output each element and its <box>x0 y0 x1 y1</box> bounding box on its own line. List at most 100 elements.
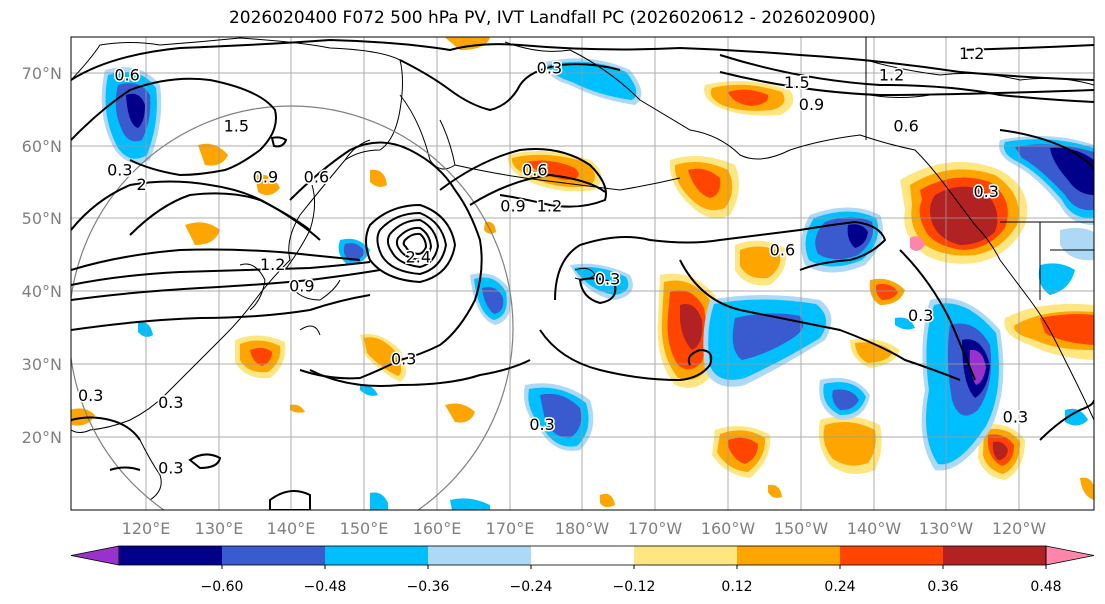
lat-label-30n: 30°N <box>22 355 62 374</box>
colorbar-tick-label: −0.60 <box>201 579 244 595</box>
contour-label: 0.3 <box>391 350 416 369</box>
pv-contour-trough-east <box>71 294 371 331</box>
colorbar-bin <box>222 546 325 565</box>
pv-contour-west-ridge <box>71 77 277 177</box>
contour-label: 0.9 <box>799 95 824 114</box>
pv-contour-cutoff-5 <box>402 232 428 256</box>
contour-label: 0.3 <box>158 459 183 478</box>
lat-label-20n: 20°N <box>22 428 62 447</box>
lon-label-120w: 120°W <box>992 519 1047 538</box>
colorbar-tick-label: 0.24 <box>824 579 855 595</box>
contour-label: 1.2 <box>959 44 984 63</box>
map-frame-border <box>70 36 1095 511</box>
pv-contour-cutoff-3 <box>386 218 440 269</box>
contour-label-layer: 0.6 0.31.5 1.20.90.61.21.50.9 0.6 0.60.9 1.20… <box>76 42 1029 479</box>
colorbar-bin <box>428 546 531 565</box>
lon-label-180w: 180°W <box>555 519 610 538</box>
colorbar-outline <box>118 545 1047 566</box>
canada-border <box>865 37 1094 300</box>
lat-label-70n: 70°N <box>22 64 62 83</box>
contour-label: 0.9 <box>289 277 314 296</box>
pv-contour-east-ridge <box>679 259 961 381</box>
pv-contour-arctic-2 <box>719 71 1094 97</box>
contour-label: 0.3 <box>973 182 998 201</box>
aleutian-chain <box>454 164 681 191</box>
asia-coast <box>71 37 403 433</box>
lon-label-160e: 160°E <box>413 519 462 538</box>
contour-label: 1.2 <box>537 197 562 216</box>
pv-contour-small-loop-1 <box>188 453 222 470</box>
lon-label-170e: 170°E <box>486 519 535 538</box>
colorbar-tick-label: −0.12 <box>613 579 656 595</box>
contour-label: 0.3 <box>1003 408 1028 427</box>
contour-label: 1.2 <box>260 255 285 274</box>
colorbar-tick-label: 0.48 <box>1030 579 1061 595</box>
philippines-coast <box>139 439 162 501</box>
pv-contour-ridge-mid <box>129 192 311 236</box>
colorbar-tick-label: −0.36 <box>407 579 450 595</box>
lon-label-130e: 130°E <box>195 519 244 538</box>
pv-contour-small-loop-3 <box>270 136 288 148</box>
pv-contour-subtropic-east <box>1039 399 1094 441</box>
colorbar-tick-label: 0.36 <box>927 579 958 595</box>
lon-label-140w: 140°W <box>847 519 902 538</box>
pv-contour-dateline-ridge-2 <box>469 173 606 206</box>
contour-label: 2 <box>137 175 147 194</box>
pv-contour-northwest-ridge <box>399 59 621 112</box>
contour-label: 0.6 <box>522 160 547 179</box>
reference-radius-circle <box>71 105 514 510</box>
colorbar-bin <box>737 546 840 565</box>
negative-anomaly-shading <box>101 58 1094 510</box>
ivt-shading-layer <box>71 37 1094 510</box>
pv-contour-arctic-1 <box>719 54 1094 103</box>
pv-contour-dateline-ridge <box>439 148 607 208</box>
contour-label: 0.3 <box>158 393 183 412</box>
contour-label: 1.5 <box>784 73 809 92</box>
lon-label-130w: 130°W <box>919 519 974 538</box>
pv-contour-gulf-alaska <box>554 220 887 301</box>
colorbar-bin <box>840 546 943 565</box>
colorbar-tick-label: 0.12 <box>721 579 752 595</box>
pv-contour-subtropical <box>539 329 713 382</box>
alaska-coast <box>504 41 1001 261</box>
lon-label-170w: 170°W <box>628 519 683 538</box>
contour-label: 0.3 <box>78 386 103 405</box>
contour-label: 0.3 <box>908 306 933 325</box>
pv-contour-cutoff-2 <box>376 211 448 276</box>
lon-label-150e: 150°E <box>340 519 389 538</box>
contour-label: 1.2 <box>879 66 904 85</box>
pv-contours <box>71 38 1094 510</box>
north-america-west-coast <box>999 259 1094 421</box>
contour-label: 0.9 <box>500 197 525 216</box>
contour-label: 0.6 <box>114 66 139 85</box>
pv-contour-east-coast <box>899 249 976 381</box>
lon-label-160w: 160°W <box>701 519 756 538</box>
colorbar-extend-low <box>70 545 120 566</box>
colorbar: −0.60 −0.48 −0.36 −0.24 −0.12 0.12 0.24 0.36 0.4… <box>70 545 1095 595</box>
contour-label: 0.6 <box>893 117 918 136</box>
contour-label: 2.4 <box>406 248 431 267</box>
colorbar-bin <box>119 546 222 565</box>
map-title: 2026020400 F072 500 hPa PV, IVT Landfall… <box>228 8 876 28</box>
colorbar-tick-label: −0.48 <box>304 579 347 595</box>
colorbar-extend-high <box>1045 545 1095 566</box>
colorbar-bin <box>943 546 1046 565</box>
pv-contour-west-coast-2 <box>109 466 141 471</box>
contour-label: 0.3 <box>595 269 620 288</box>
contour-label: 0.3 <box>529 415 554 434</box>
lat-label-60n: 60°N <box>22 137 62 156</box>
contour-label: 0.6 <box>770 240 795 259</box>
contour-label: 0.3 <box>107 160 132 179</box>
contour-label: 1.5 <box>224 117 249 136</box>
lon-label-140e: 140°E <box>267 519 316 538</box>
contour-label: 0.9 <box>253 168 278 187</box>
pv-contour-jet-3 <box>71 269 381 301</box>
lon-label-150w: 150°W <box>774 519 829 538</box>
lon-label-120e: 120°E <box>122 519 171 538</box>
pv-contour-north-arc <box>71 38 1094 81</box>
pv-contour-south <box>309 359 531 387</box>
colorbar-tick-label: −0.24 <box>510 579 553 595</box>
lat-label-50n: 50°N <box>22 209 62 228</box>
longitude-labels: 120°E 130°E 140°E 150°E 160°E 170°E 180°… <box>122 519 1047 538</box>
colorbar-bin <box>531 546 634 565</box>
